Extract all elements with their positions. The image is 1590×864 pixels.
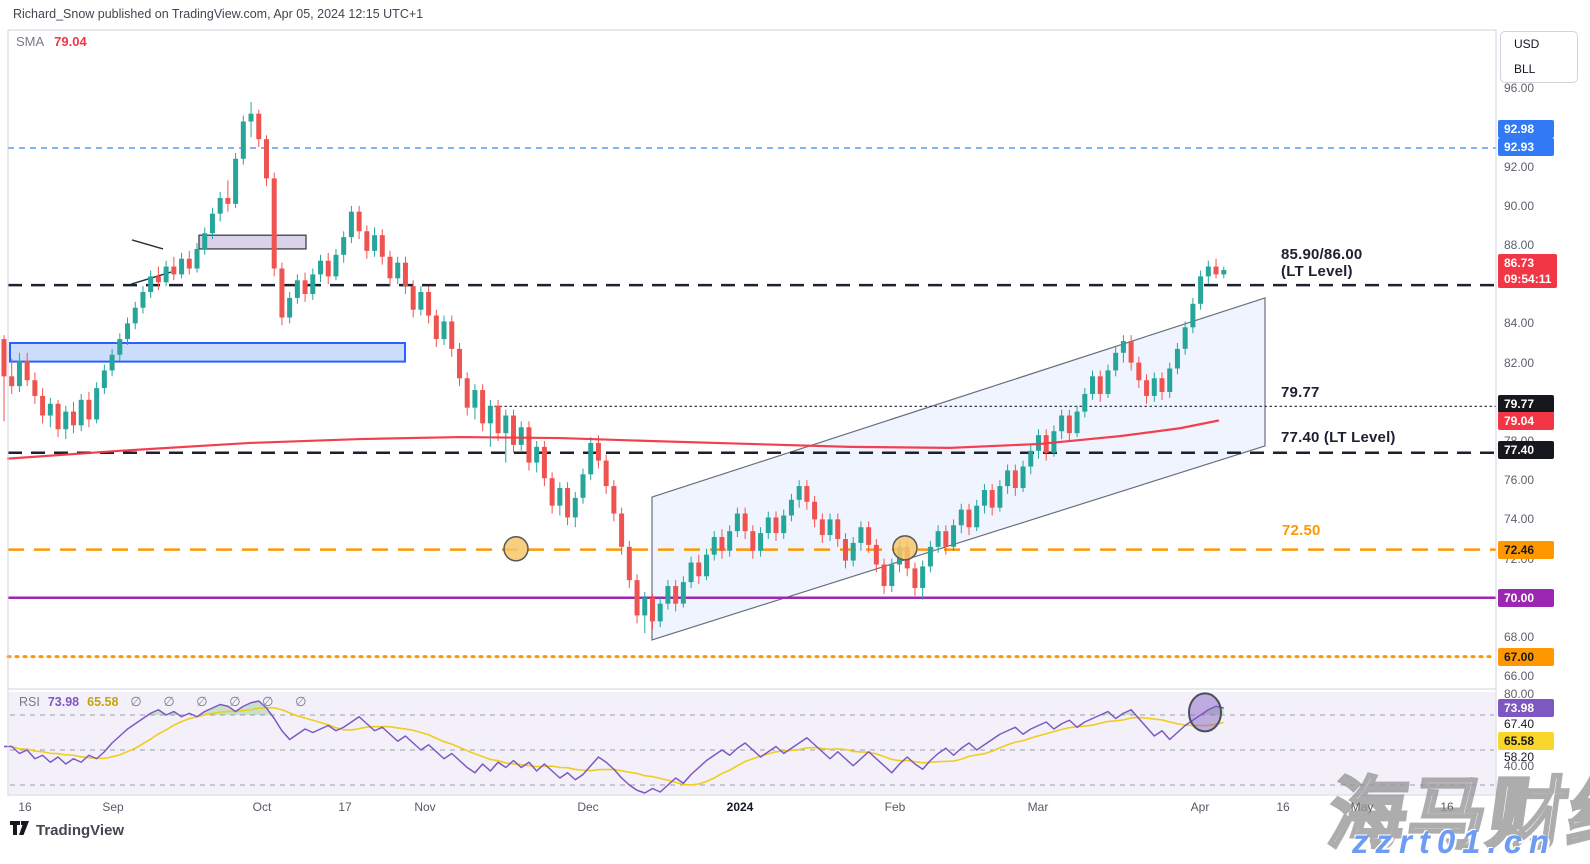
annotation-lt-level-86: 85.90/86.00 (LT Level) bbox=[1281, 246, 1363, 280]
highlight-circle-1 bbox=[503, 536, 529, 562]
time-axis-label: 16 bbox=[18, 800, 32, 814]
price-badge: 70.00 bbox=[1498, 589, 1554, 607]
price-tick: 90.00 bbox=[1504, 198, 1535, 213]
price-badge: 92.98 bbox=[1498, 120, 1554, 138]
ascending-channel bbox=[651, 297, 1266, 641]
price-badge: 77.40 bbox=[1498, 441, 1554, 459]
price-tick: 84.00 bbox=[1504, 316, 1535, 331]
currency-label: USD bbox=[1514, 37, 1540, 51]
price-badge: 65.58 bbox=[1498, 732, 1554, 750]
value-label: 58.20 bbox=[1504, 750, 1535, 764]
price-badge: 79.04 bbox=[1498, 412, 1554, 430]
annotation-7977: 79.77 bbox=[1281, 384, 1320, 401]
chart-frame bbox=[7, 29, 1497, 796]
price-tick: 76.00 bbox=[1504, 473, 1535, 488]
time-axis-label: 16 bbox=[1440, 800, 1454, 814]
time-axis-label: Dec bbox=[577, 800, 599, 814]
rsi-value: 73.98 bbox=[47, 695, 80, 709]
time-axis-label: Mar bbox=[1027, 800, 1049, 814]
tradingview-logo-text: TradingView bbox=[36, 821, 125, 839]
sma-value: 79.04 bbox=[54, 34, 87, 49]
time-axis[interactable]: 16 Sep Oct 17 Nov Dec 2024 Feb Mar Apr 16 May 16 bbox=[0, 795, 1496, 821]
tradingview-logo-icon bbox=[10, 820, 29, 840]
tradingview-attribution[interactable]: TradingView bbox=[10, 820, 124, 840]
price-badge: 92.93 bbox=[1498, 138, 1554, 156]
price-tick: 74.00 bbox=[1504, 512, 1535, 527]
annotation-lt-level-7740: 77.40 (LT Level) bbox=[1281, 429, 1396, 446]
rsi-placeholder-values: ∅ ∅ ∅ ∅ ∅ ∅ bbox=[130, 694, 316, 709]
value-label: 67.40 bbox=[1504, 717, 1535, 731]
price-tick: 66.00 bbox=[1504, 669, 1535, 684]
demand-zone-blue bbox=[9, 342, 406, 363]
price-tick: 92.00 bbox=[1504, 159, 1535, 174]
time-axis-label: Apr bbox=[1190, 800, 1210, 814]
price-badge: 72.46 bbox=[1498, 541, 1554, 559]
price-tick: 68.00 bbox=[1504, 630, 1535, 644]
symbol-unit-box: USD BLL bbox=[1500, 31, 1578, 83]
rsi-legend[interactable]: RSI 73.98 65.58 ∅ ∅ ∅ ∅ ∅ ∅ bbox=[19, 694, 315, 710]
annotation-7250: 72.50 bbox=[1282, 522, 1321, 539]
rsi-line bbox=[4, 700, 1224, 794]
rsi-tick: 80.00 bbox=[1504, 687, 1535, 701]
time-axis-label: Sep bbox=[102, 800, 124, 814]
time-axis-label: Nov bbox=[414, 800, 436, 814]
rsi-highlight-circle bbox=[1188, 692, 1222, 733]
price-tick: 96.00 bbox=[1504, 81, 1535, 96]
time-axis-label: 17 bbox=[338, 800, 352, 814]
time-axis-label: Feb bbox=[884, 800, 906, 814]
time-axis-label: 16 bbox=[1276, 800, 1290, 814]
rsi-overbought-fill bbox=[148, 709, 167, 715]
price-badge: 73.98 bbox=[1498, 699, 1554, 717]
pennant-trendline-1 bbox=[131, 239, 164, 250]
rsi-label: RSI bbox=[19, 695, 40, 709]
candles bbox=[1, 101, 1227, 634]
sma-legend[interactable]: SMA 79.04 bbox=[16, 34, 87, 49]
rsi-overbought-fill bbox=[199, 701, 272, 715]
supply-zone-purple bbox=[198, 234, 307, 250]
page-title: Richard_Snow published on TradingView.co… bbox=[13, 7, 424, 21]
price-badge: 67.00 bbox=[1498, 648, 1554, 666]
price-badge: 79.77 bbox=[1498, 395, 1554, 413]
highlight-circle-2 bbox=[892, 535, 918, 561]
sma-line bbox=[6, 419, 1220, 460]
rsi-ma-value: 65.58 bbox=[87, 695, 119, 709]
price-badge: 86.73 09:54:11 bbox=[1498, 254, 1558, 288]
price-axis[interactable]: 96.0092.0090.0088.0084.0082.0078.0076.00… bbox=[1496, 30, 1590, 796]
rsi-tick: 40.00 bbox=[1504, 759, 1535, 773]
rsi-overbought-fill bbox=[1200, 706, 1224, 715]
price-tick: 88.00 bbox=[1504, 238, 1535, 252]
price-tick: 82.00 bbox=[1504, 355, 1535, 370]
sma-label: SMA bbox=[16, 34, 45, 49]
time-axis-label: Oct bbox=[252, 800, 272, 814]
time-axis-label: May bbox=[1350, 800, 1374, 814]
unit-label: BLL bbox=[1514, 62, 1536, 76]
time-axis-label: 2024 bbox=[726, 800, 754, 814]
